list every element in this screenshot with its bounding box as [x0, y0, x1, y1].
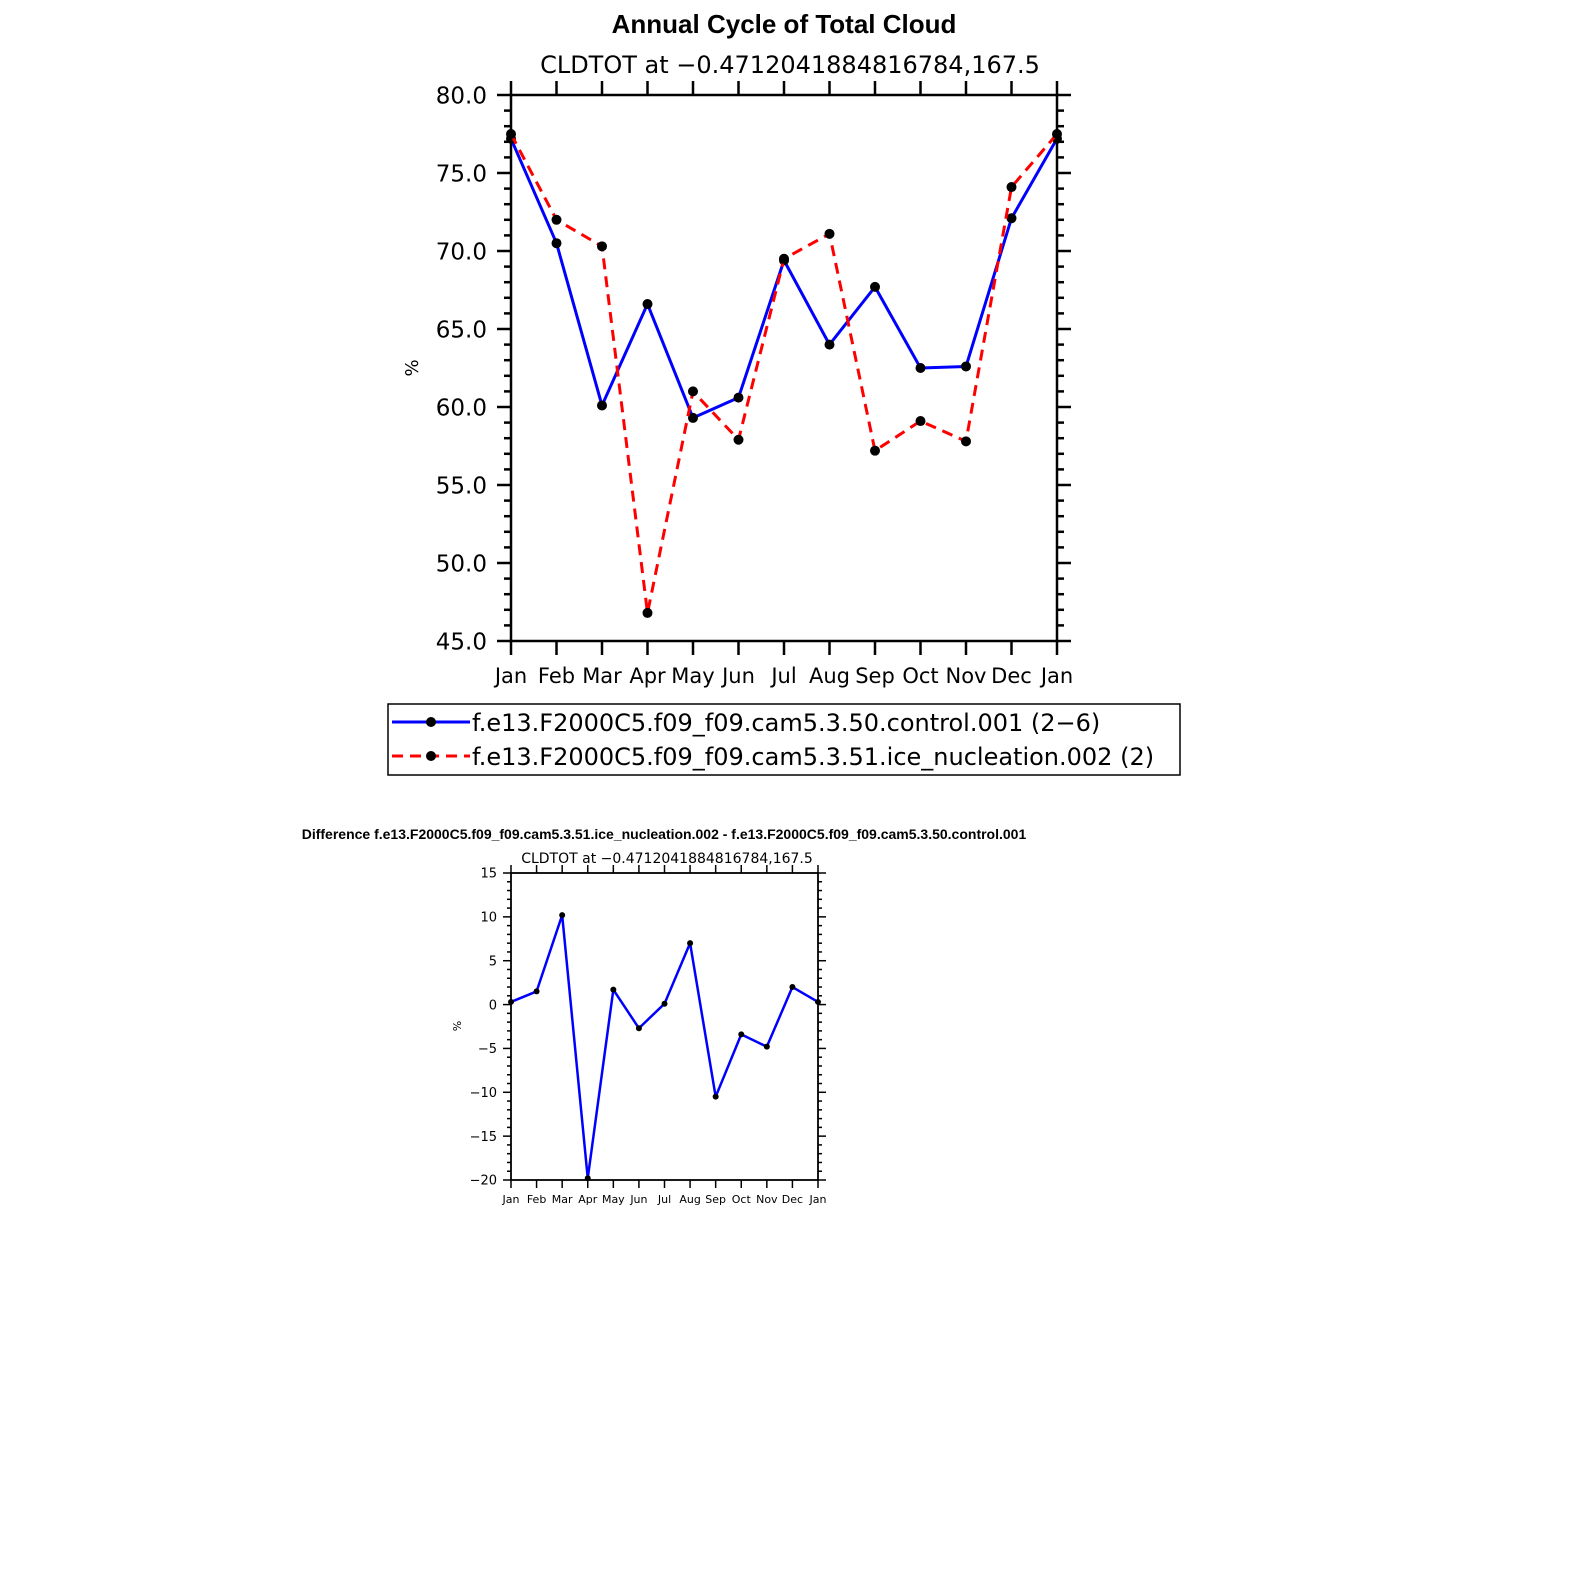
data-point	[733, 392, 744, 403]
y-tick-label: 70.0	[436, 239, 487, 265]
plot-area: 45.0 50.0 55.0 60.0 65.0 70.0 75.0 80.0 Jan Feb Ma…	[436, 81, 1073, 688]
data-point	[584, 1175, 591, 1182]
legend-entry-control: f.e13.F2000C5.f09_f09.cam5.3.50.control.…	[472, 709, 1100, 737]
y-tick-label: −20	[470, 1174, 497, 1189]
x-tick-label: Mar	[552, 1193, 573, 1206]
x-tick-label: May	[602, 1193, 625, 1206]
series-line-0	[510, 913, 819, 1180]
x-tick-label: May	[671, 664, 714, 688]
plot-frame	[510, 872, 819, 1181]
y-tick-label: −15	[470, 1130, 497, 1145]
data-point	[961, 436, 971, 447]
data-point	[915, 363, 926, 373]
legend-marker-control	[426, 717, 436, 727]
data-point	[508, 998, 514, 1005]
x-tick-label: Dec	[991, 664, 1032, 688]
data-point	[1052, 129, 1062, 139]
legend: f.e13.F2000C5.f09_f09.cam5.3.50.control.…	[387, 703, 1181, 776]
x-tick-label: Jul	[657, 1193, 671, 1206]
x-tick-label: Sep	[705, 1193, 726, 1206]
y-axis-label: %	[451, 1021, 464, 1031]
data-point	[533, 988, 540, 995]
x-tick-label: Feb	[538, 664, 575, 688]
x-tick-label: Nov	[756, 1193, 778, 1206]
data-point	[597, 400, 607, 411]
x-tick-label: Feb	[527, 1193, 546, 1206]
legend-box	[387, 703, 1181, 776]
data-point	[779, 253, 789, 264]
data-point	[559, 912, 566, 919]
data-point	[597, 241, 607, 252]
chart-title: Difference f.e13.F2000C5.f09_f09.cam5.3.…	[302, 826, 1027, 842]
y-tick-label: 50.0	[436, 551, 487, 577]
x-tick-label: Jun	[720, 664, 755, 688]
y-tick-label: 5	[489, 954, 497, 969]
x-tick-label: Oct	[732, 1193, 752, 1206]
data-point	[915, 416, 926, 427]
data-point	[824, 339, 835, 350]
data-point	[733, 434, 744, 445]
y-tick-label: −10	[470, 1086, 497, 1101]
difference-chart: Difference f.e13.F2000C5.f09_f09.cam5.3.…	[302, 826, 1027, 1206]
x-tick-label: Jul	[769, 664, 796, 688]
legend-entry-ice-nucleation: f.e13.F2000C5.f09_f09.cam5.3.51.ice_nucl…	[472, 743, 1154, 771]
data-point	[712, 1093, 719, 1100]
x-tick-label: Jan	[493, 664, 527, 688]
data-point	[635, 1025, 642, 1032]
y-tick-label: −5	[478, 1042, 497, 1057]
data-point	[961, 361, 971, 372]
x-tick-label: Aug	[809, 664, 850, 688]
x-tick-label: Apr	[629, 664, 666, 688]
data-point	[642, 299, 653, 310]
y-tick-label: 10	[480, 911, 497, 926]
y-tick-label: 0	[489, 998, 497, 1013]
x-tick-label: Oct	[902, 664, 938, 688]
y-tick-label: 55.0	[436, 473, 487, 499]
x-tick-label: Jan	[1039, 664, 1073, 688]
y-tick-label: 65.0	[436, 317, 487, 343]
chart-subtitle: CLDTOT at −0.4712041884816784,167.5	[540, 51, 1040, 79]
data-point	[738, 1031, 745, 1038]
data-point	[870, 445, 880, 456]
x-tick-label: Sep	[855, 664, 895, 688]
y-tick-label: 75.0	[436, 161, 487, 187]
data-point	[1006, 182, 1017, 193]
data-point	[688, 386, 698, 397]
data-point	[763, 1043, 770, 1050]
legend-marker-ice-nucleation	[426, 751, 436, 761]
data-point	[661, 1000, 668, 1007]
data-point	[551, 238, 562, 249]
data-point	[688, 412, 698, 423]
chart-subtitle: CLDTOT at −0.4712041884816784,167.5	[521, 851, 813, 867]
data-point	[642, 607, 653, 618]
x-tick-label: Jan	[809, 1193, 827, 1206]
y-axis-label: %	[402, 359, 423, 376]
data-point	[824, 228, 835, 239]
series-line-0	[509, 137, 1059, 420]
data-point	[506, 129, 516, 139]
y-tick-label: 15	[480, 867, 497, 882]
plot-area: −20 −15 −10 −5 0 5 10 15 Jan Feb Mar Apr May Jun Jul Au…	[470, 865, 827, 1206]
y-tick-label: 80.0	[436, 83, 487, 109]
data-point	[870, 281, 880, 292]
data-point	[610, 986, 617, 993]
data-point	[1006, 213, 1017, 224]
x-tick-label: Jun	[629, 1193, 647, 1206]
data-point	[789, 984, 796, 991]
x-tick-label: Jan	[502, 1193, 520, 1206]
chart-title: Annual Cycle of Total Cloud	[612, 9, 957, 39]
y-tick-label: 45.0	[436, 629, 487, 655]
x-tick-label: Aug	[679, 1193, 700, 1206]
data-point	[551, 214, 562, 225]
y-tick-label: 60.0	[436, 395, 487, 421]
data-point	[815, 998, 821, 1005]
annual-cycle-chart: Annual Cycle of Total Cloud CLDTOT at −0…	[402, 9, 1073, 688]
data-point	[687, 940, 694, 947]
x-tick-label: Apr	[578, 1193, 598, 1206]
x-tick-label: Nov	[946, 664, 987, 688]
x-tick-label: Dec	[782, 1193, 803, 1206]
x-tick-label: Mar	[582, 664, 622, 688]
